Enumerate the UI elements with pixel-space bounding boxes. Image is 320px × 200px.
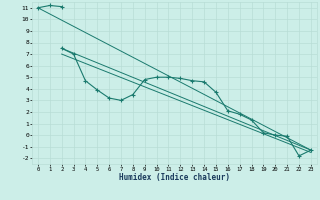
X-axis label: Humidex (Indice chaleur): Humidex (Indice chaleur) (119, 173, 230, 182)
